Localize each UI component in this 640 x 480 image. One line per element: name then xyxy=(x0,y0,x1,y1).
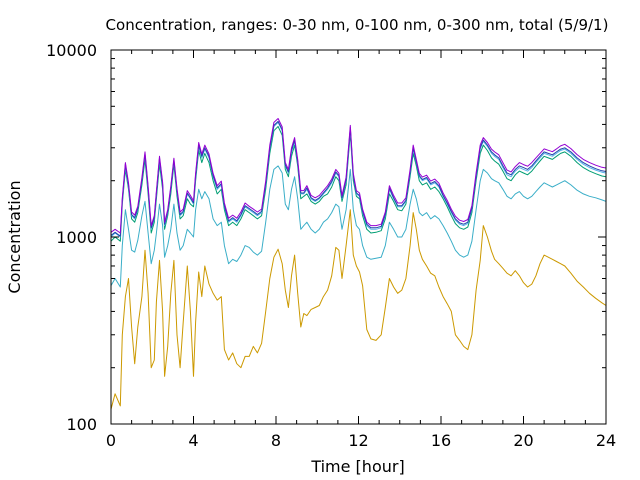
y-tick-label: 100 xyxy=(66,415,97,434)
y-tick-label: 10000 xyxy=(46,41,97,60)
series-line-4 xyxy=(110,121,607,238)
y-axis-label: Concentration xyxy=(5,180,24,293)
axes-layer: 0 4 8 12 16 20 24 100 1000 10000 xyxy=(46,41,616,450)
x-axis-label: Time [hour] xyxy=(310,457,404,476)
chart-title: Concentration, ranges: 0-30 nm, 0-100 nm… xyxy=(106,16,609,34)
series-line-2 xyxy=(110,165,607,288)
y-tick-label: 1000 xyxy=(56,228,97,247)
series-layer xyxy=(110,118,607,410)
x-tick-label: 20 xyxy=(513,431,533,450)
x-tick-label: 4 xyxy=(188,431,198,450)
series-line-1 xyxy=(110,209,607,410)
series-line-5 xyxy=(110,120,607,237)
x-tick-label: 24 xyxy=(596,431,616,450)
x-tick-label: 16 xyxy=(431,431,451,450)
series-line-3 xyxy=(110,126,607,242)
series-line-6 xyxy=(110,118,607,234)
x-tick-label: 0 xyxy=(106,431,116,450)
x-tick-label: 8 xyxy=(271,431,281,450)
x-tick-label: 12 xyxy=(348,431,368,450)
